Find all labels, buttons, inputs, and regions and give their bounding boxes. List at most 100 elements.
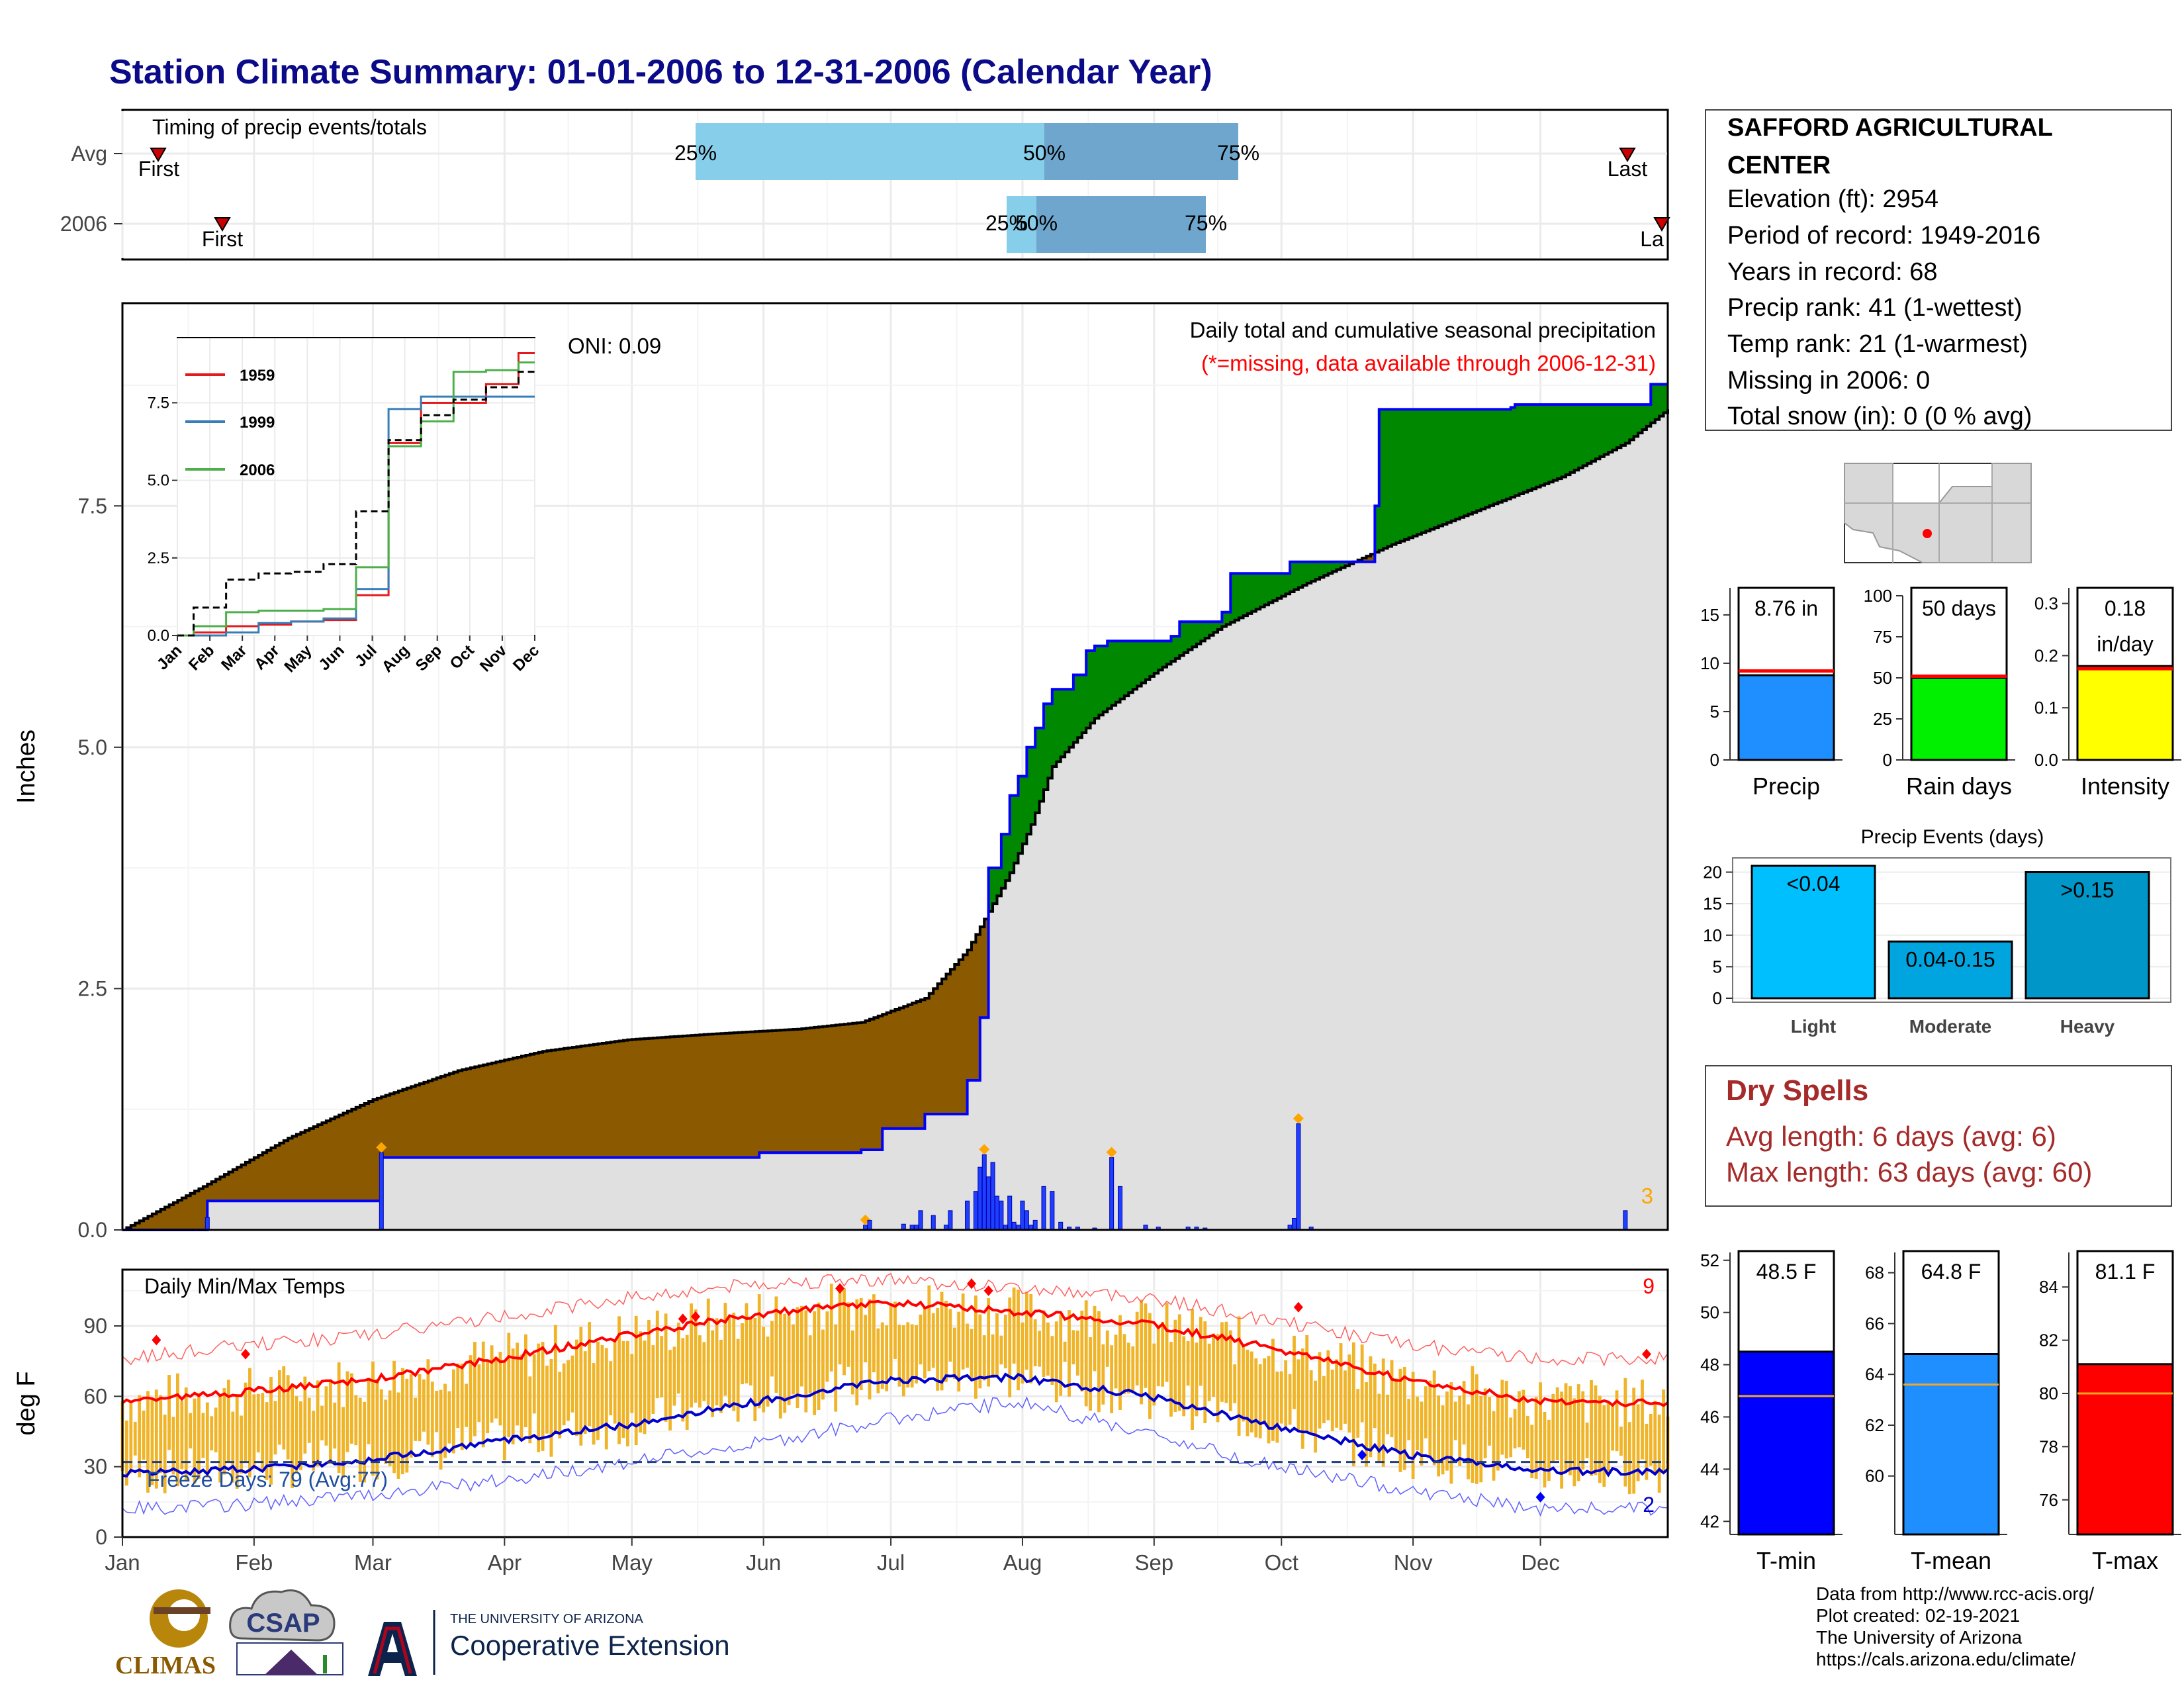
temp-range-bar	[1590, 1380, 1593, 1476]
temp-range-bar	[516, 1342, 519, 1426]
month-tick-label: Sep	[1134, 1550, 1173, 1575]
temp-range-bar	[952, 1327, 956, 1379]
temp-range-bar	[1657, 1414, 1661, 1493]
temp-range-bar	[1471, 1366, 1475, 1483]
month-tick-label: Dec	[1521, 1550, 1560, 1575]
temp-range-bar	[880, 1322, 884, 1389]
t-mean-value-label: 64.8 F	[1921, 1260, 1981, 1284]
average-cumulative-line	[122, 409, 1669, 1231]
temp-range-bar	[1445, 1391, 1449, 1471]
temp-range-bar	[1551, 1393, 1555, 1462]
temp-range-bar	[876, 1328, 880, 1393]
temp-range-bar	[906, 1322, 910, 1388]
y2006-last-label: La	[1640, 227, 1664, 251]
precip-total-label: Precip	[1752, 773, 1820, 800]
temp-range-bar	[312, 1411, 316, 1471]
temp-range-bar	[592, 1363, 596, 1445]
temp-range-bar	[766, 1336, 770, 1407]
temp-range-bar	[1560, 1391, 1564, 1489]
temp-range-bar	[197, 1393, 201, 1479]
temp-range-bar	[1381, 1358, 1385, 1467]
footer-plot-created: Plot created: 02-19-2021	[1816, 1605, 2020, 1626]
precip-total-y-tick-label: 5	[1710, 702, 1719, 722]
temp-range-bar	[850, 1330, 854, 1395]
avg-p25-label: 25%	[674, 141, 717, 165]
temp-range-bar	[570, 1355, 574, 1413]
temp-range-bar	[1416, 1396, 1419, 1451]
csap-logo: CSAP	[229, 1589, 343, 1675]
daily-precip-bar	[1291, 1218, 1297, 1231]
temp-range-bar	[167, 1375, 171, 1450]
daily-precip-bar	[994, 1196, 999, 1231]
precip-corner-count: 3	[1641, 1184, 1653, 1208]
t-min-y-tick-label: 52	[1700, 1250, 1719, 1270]
temp-y-axis: 0 30 60 90	[83, 1314, 122, 1549]
temp-range-bar	[1131, 1346, 1135, 1391]
temp-range-bar	[511, 1348, 515, 1444]
temp-range-bar	[621, 1340, 625, 1438]
temp-range-bar	[1271, 1338, 1275, 1441]
temp-range-bar	[1606, 1403, 1610, 1476]
temp-range-bar	[1377, 1393, 1381, 1462]
temp-range-bar	[723, 1303, 727, 1396]
temp-range-bar	[706, 1298, 710, 1405]
avg-p50-label: 50%	[1023, 141, 1066, 165]
legend-label-2006: 2006	[240, 461, 275, 479]
precip-total-value-label: 8.76 in	[1754, 596, 1818, 620]
temp-range-bar	[295, 1396, 298, 1472]
y2006-p50-label: 50%	[1015, 211, 1058, 235]
temp-range-bar	[240, 1415, 244, 1474]
t-mean-y-tick-label: 64	[1865, 1364, 1884, 1384]
temp-range-bar	[146, 1391, 150, 1493]
month-tick-label: Feb	[235, 1550, 273, 1575]
temp-range-bar	[1318, 1352, 1322, 1429]
temp-range-bar	[1453, 1401, 1457, 1440]
temp-range-bar	[469, 1355, 473, 1446]
temp-range-bar	[643, 1340, 647, 1434]
daily-precip-bar	[1041, 1186, 1046, 1231]
temp-range-bar	[498, 1352, 502, 1426]
temp-range-bar	[1662, 1389, 1665, 1472]
y2006-last-marker	[1653, 217, 1670, 232]
temp-range-bar	[1135, 1311, 1139, 1385]
temp-range-bar	[486, 1360, 490, 1434]
temp-range-bar	[1615, 1390, 1619, 1452]
temp-range-bar	[1050, 1336, 1054, 1385]
temp-range-bar	[231, 1411, 235, 1483]
temp-range-bar	[269, 1377, 273, 1485]
temp-range-bar	[1161, 1321, 1165, 1387]
month-tick-label: Jun	[746, 1550, 781, 1575]
temp-range-bar	[430, 1382, 434, 1458]
temp-range-bar	[1619, 1427, 1623, 1456]
t-mean-label: T-mean	[1911, 1547, 1991, 1574]
precip-panel: Inches 0.0 2.5 5.0 7.5 Daily total and cumul…	[13, 302, 1669, 1242]
temp-range-bar	[668, 1350, 672, 1430]
temp-range-bar	[1504, 1380, 1508, 1459]
temp-range-bar	[1488, 1397, 1491, 1446]
temp-range-bar	[1347, 1354, 1351, 1433]
temp-range-bar	[1360, 1344, 1364, 1423]
precip-events-chart: Precip Events (days) 0 5 10 15 20 <0.04 Light…	[1703, 826, 2171, 1037]
precip-y-axis: 0.0 2.5 5.0 7.5	[78, 494, 122, 1242]
temp-range-bar	[426, 1359, 430, 1445]
temp-range-bar	[1598, 1395, 1602, 1483]
temp-range-bar	[859, 1297, 863, 1391]
temp-range-bar	[1300, 1348, 1304, 1449]
temp-range-bar	[150, 1399, 154, 1485]
temp-range-bar	[1386, 1394, 1390, 1434]
temp-range-bar	[528, 1376, 532, 1444]
record-high-marker	[1293, 1301, 1303, 1313]
station-missing: Missing in 2006: 0	[1727, 367, 1930, 395]
temp-range-bar	[1428, 1380, 1432, 1458]
temp-range-bar	[1424, 1386, 1428, 1438]
temp-range-bar	[698, 1335, 702, 1408]
temp-range-bar	[1585, 1423, 1589, 1458]
daily-precip-bar	[1007, 1196, 1013, 1231]
temp-range-bar	[1126, 1342, 1130, 1394]
record-max-count: 9	[1643, 1274, 1655, 1298]
temp-range-bar	[1122, 1334, 1126, 1394]
temp-range-bar	[447, 1391, 451, 1444]
temp-range-bar	[978, 1314, 982, 1389]
daily-precip-bar	[931, 1215, 936, 1231]
month-tick-label: Jan	[105, 1550, 140, 1575]
